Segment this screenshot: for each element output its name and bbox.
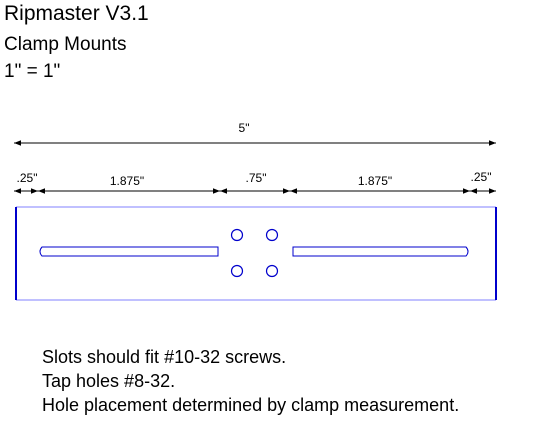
note-hole-placement: Hole placement determined by clamp measu… <box>42 395 460 415</box>
notes: Slots should fit #10-32 screws. Tap hole… <box>42 345 459 417</box>
note-tap-holes: Tap holes #8-32. <box>42 371 176 391</box>
hole-bottom-right <box>265 264 279 278</box>
right-slot-dimension-label: 1.875" <box>358 174 392 188</box>
left-slot-dimension-label: 1.875" <box>110 174 144 188</box>
hole-top-left <box>230 228 244 242</box>
drawing-scale: 1" = 1" <box>4 61 61 82</box>
right-margin-dimension-label: .25" <box>471 170 492 184</box>
drawing-subtitle: Clamp Mounts <box>4 34 127 55</box>
left-margin-dimension-label: .25" <box>17 171 38 185</box>
drawing-title: Ripmaster V3.1 <box>4 2 149 25</box>
overall-dimension-label: 5" <box>239 121 250 135</box>
hole-top-right <box>265 228 279 242</box>
left-slot <box>39 246 219 257</box>
hole-bottom-left <box>230 264 244 278</box>
note-slots: Slots should fit #10-32 screws. <box>42 347 287 367</box>
right-slot <box>292 246 469 257</box>
center-gap-dimension-label: .75" <box>246 171 267 185</box>
